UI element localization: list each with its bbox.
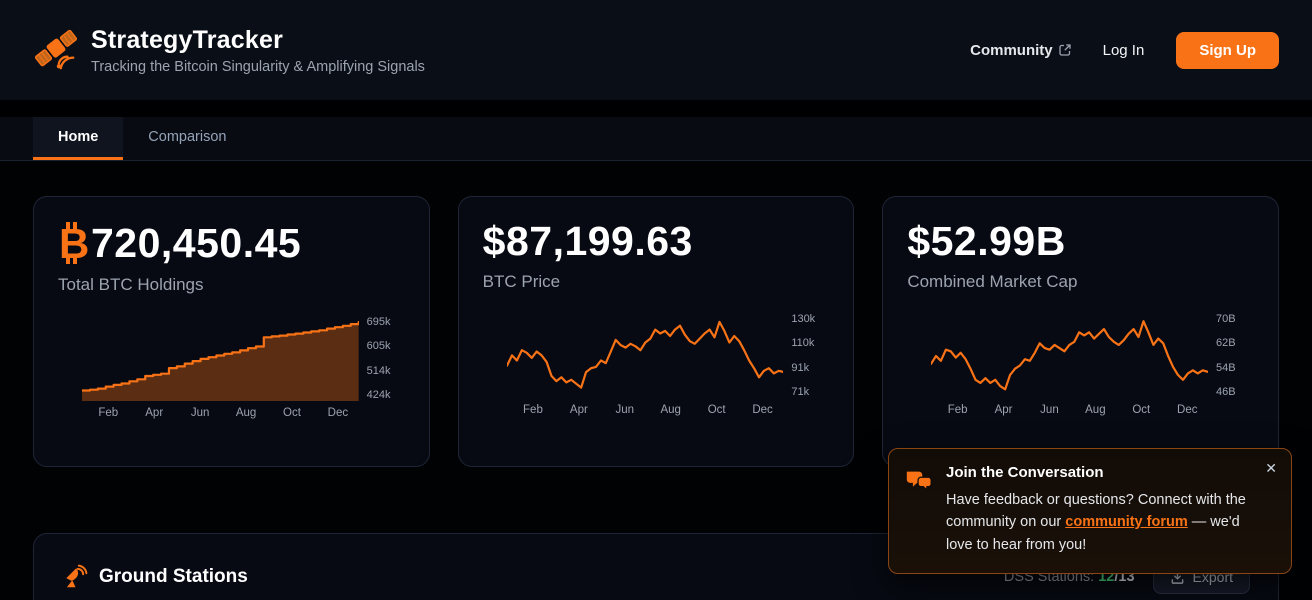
stat-label: BTC Price — [482, 272, 561, 291]
chart-plot — [507, 314, 784, 398]
x-axis-tick: Feb — [98, 407, 119, 419]
stat-value-text: 720,450.45 — [91, 219, 302, 266]
satellite-dish-icon — [66, 564, 88, 588]
page-title: StrategyTracker — [91, 25, 284, 54]
brand-block: StrategyTracker Tracking the Bitcoin Sin… — [91, 26, 425, 75]
stat-value: $87,199.63 — [483, 221, 830, 262]
brand-tagline: Tracking the Bitcoin Singularity & Ampli… — [91, 58, 425, 75]
x-axis-tick: Oct — [1132, 404, 1151, 416]
chart-y-axis: 130k 110k 91k 71k — [791, 314, 829, 398]
chart-y-axis: 70B 62B 54B 46B — [1216, 314, 1254, 398]
tab-home[interactable]: Home — [33, 117, 124, 160]
y-axis-tick: 46B — [1215, 385, 1236, 398]
x-axis-tick: Feb — [947, 404, 968, 416]
y-axis-tick: 605k — [366, 340, 391, 353]
stat-card-total-btc-holdings: B 720,450.45 Total BTC Holdings 695k 605k… — [33, 196, 430, 467]
x-axis-tick: Aug — [660, 404, 681, 416]
btc-price-sparkline-chart: 130k 110k 91k 71k Feb Apr Jun Aug Oct Dec — [507, 314, 830, 416]
stat-label: Combined Market Cap — [907, 272, 1078, 291]
x-axis-tick: Apr — [569, 404, 588, 416]
y-axis-tick: 62B — [1215, 337, 1236, 350]
holdings-sparkline-chart: 695k 605k 514k 424k Feb Apr Jun Aug Oct Dec — [82, 317, 405, 419]
ground-stations-title: Ground Stations — [99, 566, 248, 587]
toast-text-after: — we'd love to hear from you! — [946, 514, 1240, 553]
x-axis-tick: Aug — [235, 407, 257, 419]
close-icon[interactable]: ✕ — [1265, 459, 1277, 476]
community-forum-link[interactable]: community forum — [1065, 514, 1188, 531]
y-axis-tick: 70B — [1215, 313, 1236, 325]
chart-plot — [931, 314, 1208, 398]
toast-text-before: Have feedback or questions? Connect with… — [946, 491, 1246, 531]
stat-value: B 720,450.45 — [58, 221, 405, 265]
x-axis-tick: Jun — [1040, 404, 1059, 416]
stat-value: $52.99B — [907, 221, 1254, 262]
x-axis-tick: Jun — [190, 407, 210, 419]
x-axis-tick: Feb — [523, 404, 543, 416]
y-axis-tick: 514k — [366, 364, 391, 377]
market-cap-sparkline-chart: 70B 62B 54B 46B Feb Apr Jun Aug Oct Dec — [931, 314, 1254, 416]
nav-spacer — [0, 100, 1312, 117]
satellite-logo-icon — [34, 29, 78, 70]
y-axis-tick: 91k — [791, 361, 810, 374]
x-axis-tick: Apr — [994, 404, 1013, 416]
y-axis-tick: 54B — [1215, 361, 1236, 374]
tab-bar: Home Comparison — [0, 117, 1312, 161]
x-axis-tick: Apr — [145, 407, 164, 419]
external-link-icon — [1058, 44, 1071, 56]
stat-value-text: $52.99B — [907, 218, 1066, 264]
login-button[interactable]: Log In — [1102, 41, 1145, 59]
tab-comparison[interactable]: Comparison — [148, 129, 227, 145]
toast-message: Have feedback or questions? Connect with… — [946, 489, 1258, 556]
stat-label: Total BTC Holdings — [58, 275, 204, 294]
x-axis-tick: Jun — [615, 404, 635, 416]
chart-plot — [82, 317, 359, 401]
toast-title: Join the Conversation — [946, 463, 1104, 481]
bitcoin-symbol-icon: B — [58, 221, 89, 265]
chat-bubbles-icon — [906, 471, 932, 491]
header-actions: Community Log In Sign Up — [970, 31, 1279, 69]
x-axis-tick: Oct — [283, 407, 301, 419]
chart-x-axis: Feb Apr Jun Aug Oct Dec — [931, 398, 1208, 416]
signup-button[interactable]: Sign Up — [1176, 31, 1279, 69]
community-link[interactable]: Community — [970, 42, 1071, 59]
x-axis-tick: Aug — [1085, 404, 1106, 416]
chart-y-axis: 695k 605k 514k 424k — [367, 317, 405, 401]
stat-card-market-cap: $52.99B Combined Market Cap 70B 62B 54B 46B… — [882, 196, 1279, 467]
chart-x-axis: Feb Apr Jun Aug Oct Dec — [82, 401, 359, 419]
chart-x-axis: Feb Apr Jun Aug Oct Dec — [507, 398, 784, 416]
community-toast: Join the Conversation Have feedback or q… — [888, 447, 1292, 574]
stat-card-btc-price: $87,199.63 BTC Price 130k 110k 91k 71k Feb A… — [457, 196, 855, 467]
x-axis-tick: Dec — [752, 404, 773, 416]
community-link-label: Community — [970, 41, 1053, 59]
app-header: StrategyTracker Tracking the Bitcoin Sin… — [0, 0, 1312, 100]
stat-cards-row: B 720,450.45 Total BTC Holdings 695k 605k… — [33, 196, 1279, 467]
stat-value-text: $87,199.63 — [482, 218, 693, 264]
y-axis-tick: 130k — [791, 313, 816, 325]
x-axis-tick: Dec — [327, 407, 349, 419]
x-axis-tick: Dec — [1177, 404, 1198, 416]
y-axis-tick: 695k — [366, 316, 391, 328]
x-axis-tick: Oct — [707, 404, 726, 416]
y-axis-tick: 71k — [791, 385, 810, 398]
y-axis-tick: 424k — [366, 388, 391, 401]
y-axis-tick: 110k — [791, 337, 815, 350]
